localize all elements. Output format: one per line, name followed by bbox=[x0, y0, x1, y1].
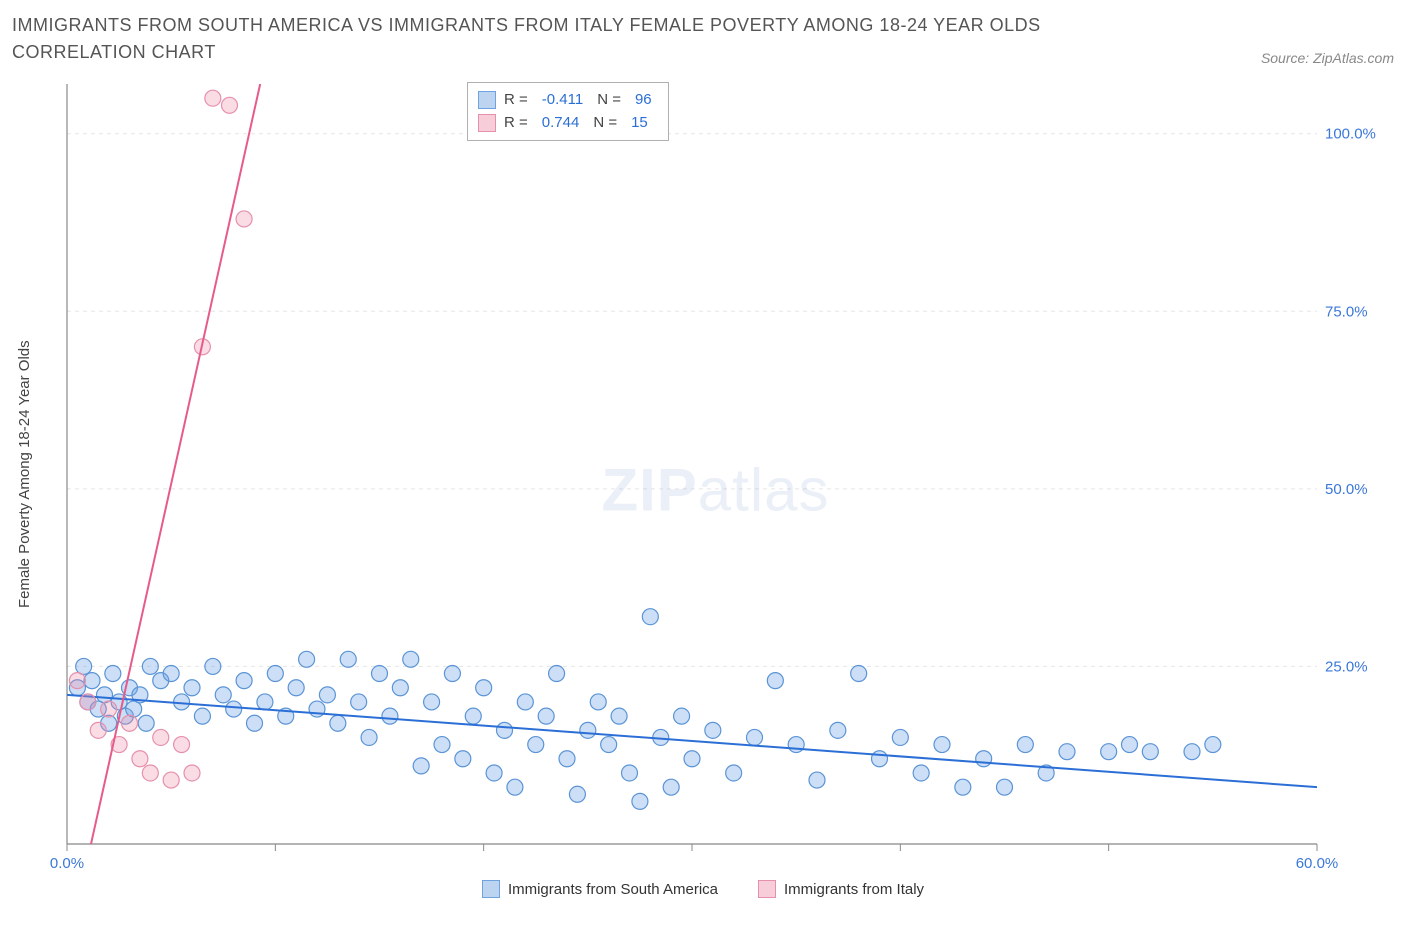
svg-text:50.0%: 50.0% bbox=[1325, 481, 1368, 498]
legend-item-sa: Immigrants from South America bbox=[482, 880, 718, 898]
bottom-legend: Immigrants from South America Immigrants… bbox=[12, 880, 1394, 898]
legend-label-sa: Immigrants from South America bbox=[508, 881, 718, 898]
legend-row-sa: R = -0.411 N = 96 bbox=[478, 89, 658, 112]
y-axis-label: Female Poverty Among 18-24 Year Olds bbox=[12, 174, 37, 774]
header-row: IMMIGRANTS FROM SOUTH AMERICA VS IMMIGRA… bbox=[12, 12, 1394, 66]
swatch-sa-icon bbox=[482, 880, 500, 898]
legend-item-it: Immigrants from Italy bbox=[758, 880, 924, 898]
n-value-it: 15 bbox=[631, 112, 648, 135]
legend-row-it: R = 0.744 N = 15 bbox=[478, 112, 658, 135]
legend-label-it: Immigrants from Italy bbox=[784, 881, 924, 898]
source-label: Source: ZipAtlas.com bbox=[1261, 50, 1394, 66]
swatch-it bbox=[478, 114, 496, 132]
svg-text:60.0%: 60.0% bbox=[1296, 855, 1339, 872]
svg-text:0.0%: 0.0% bbox=[50, 855, 84, 872]
swatch-sa bbox=[478, 91, 496, 109]
n-label: N = bbox=[593, 112, 617, 135]
chart-title: IMMIGRANTS FROM SOUTH AMERICA VS IMMIGRA… bbox=[12, 12, 1132, 66]
svg-text:75.0%: 75.0% bbox=[1325, 303, 1368, 320]
plot-container: 25.0%50.0%75.0%100.0%0.0%60.0% ZIPatlas … bbox=[37, 74, 1394, 874]
r-value-sa: -0.411 bbox=[542, 89, 583, 112]
n-value-sa: 96 bbox=[635, 89, 652, 112]
scatter-plot: 25.0% 50.0% 75.0% 100.0% 0.0% 60.0% bbox=[37, 74, 1377, 874]
r-value-it: 0.744 bbox=[542, 112, 580, 135]
swatch-it-icon bbox=[758, 880, 776, 898]
r-label: R = bbox=[504, 89, 528, 112]
r-label: R = bbox=[504, 112, 528, 135]
correlation-legend: R = -0.411 N = 96 R = 0.744 N = 15 bbox=[467, 82, 669, 141]
svg-text:100.0%: 100.0% bbox=[1325, 126, 1376, 143]
chart-area: Female Poverty Among 18-24 Year Olds 25.… bbox=[12, 74, 1394, 874]
n-label: N = bbox=[597, 89, 621, 112]
svg-text:25.0%: 25.0% bbox=[1325, 658, 1368, 675]
